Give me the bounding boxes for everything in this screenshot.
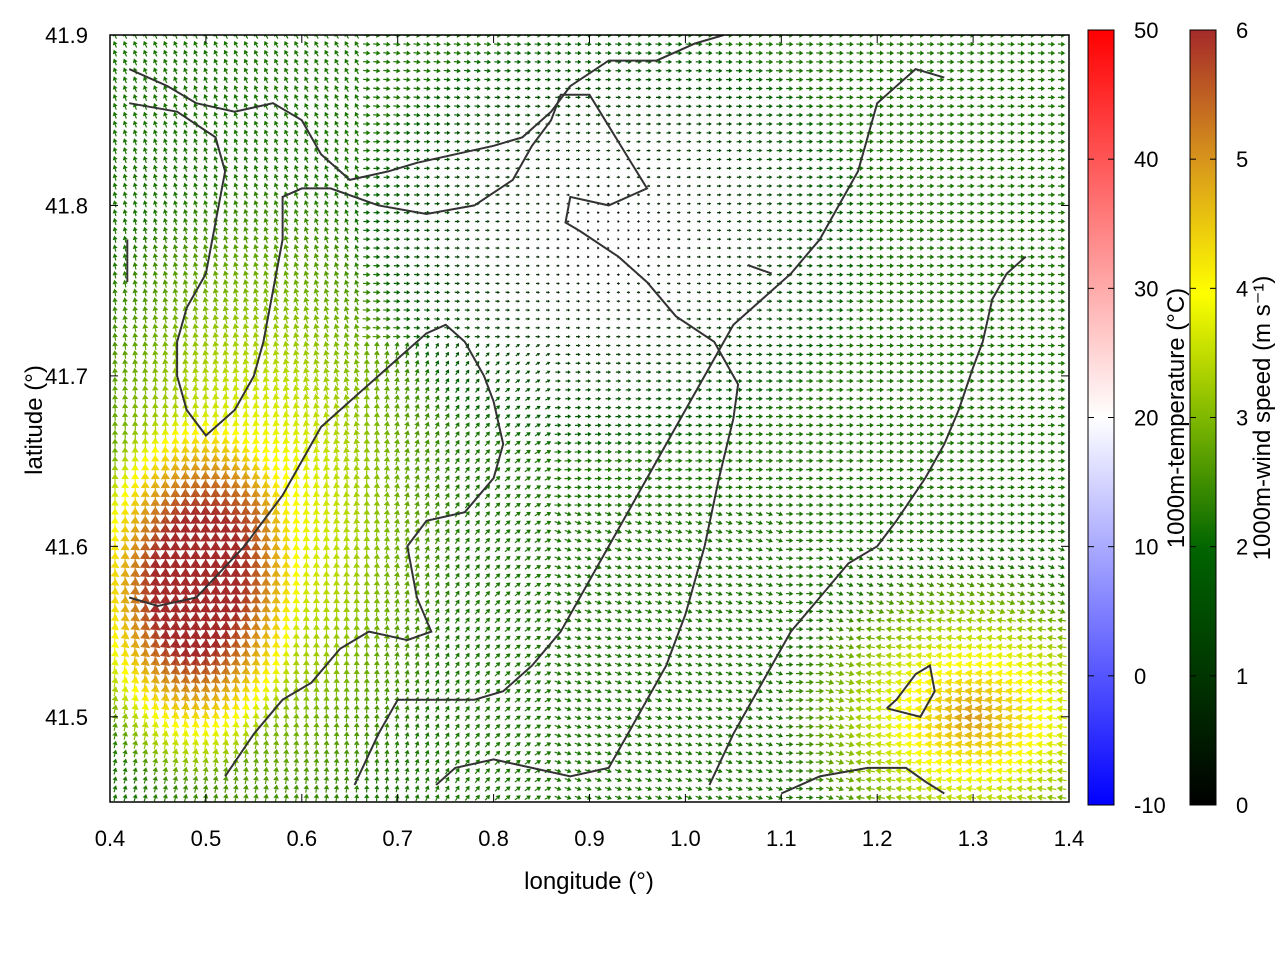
plot-area: [110, 32, 1069, 802]
